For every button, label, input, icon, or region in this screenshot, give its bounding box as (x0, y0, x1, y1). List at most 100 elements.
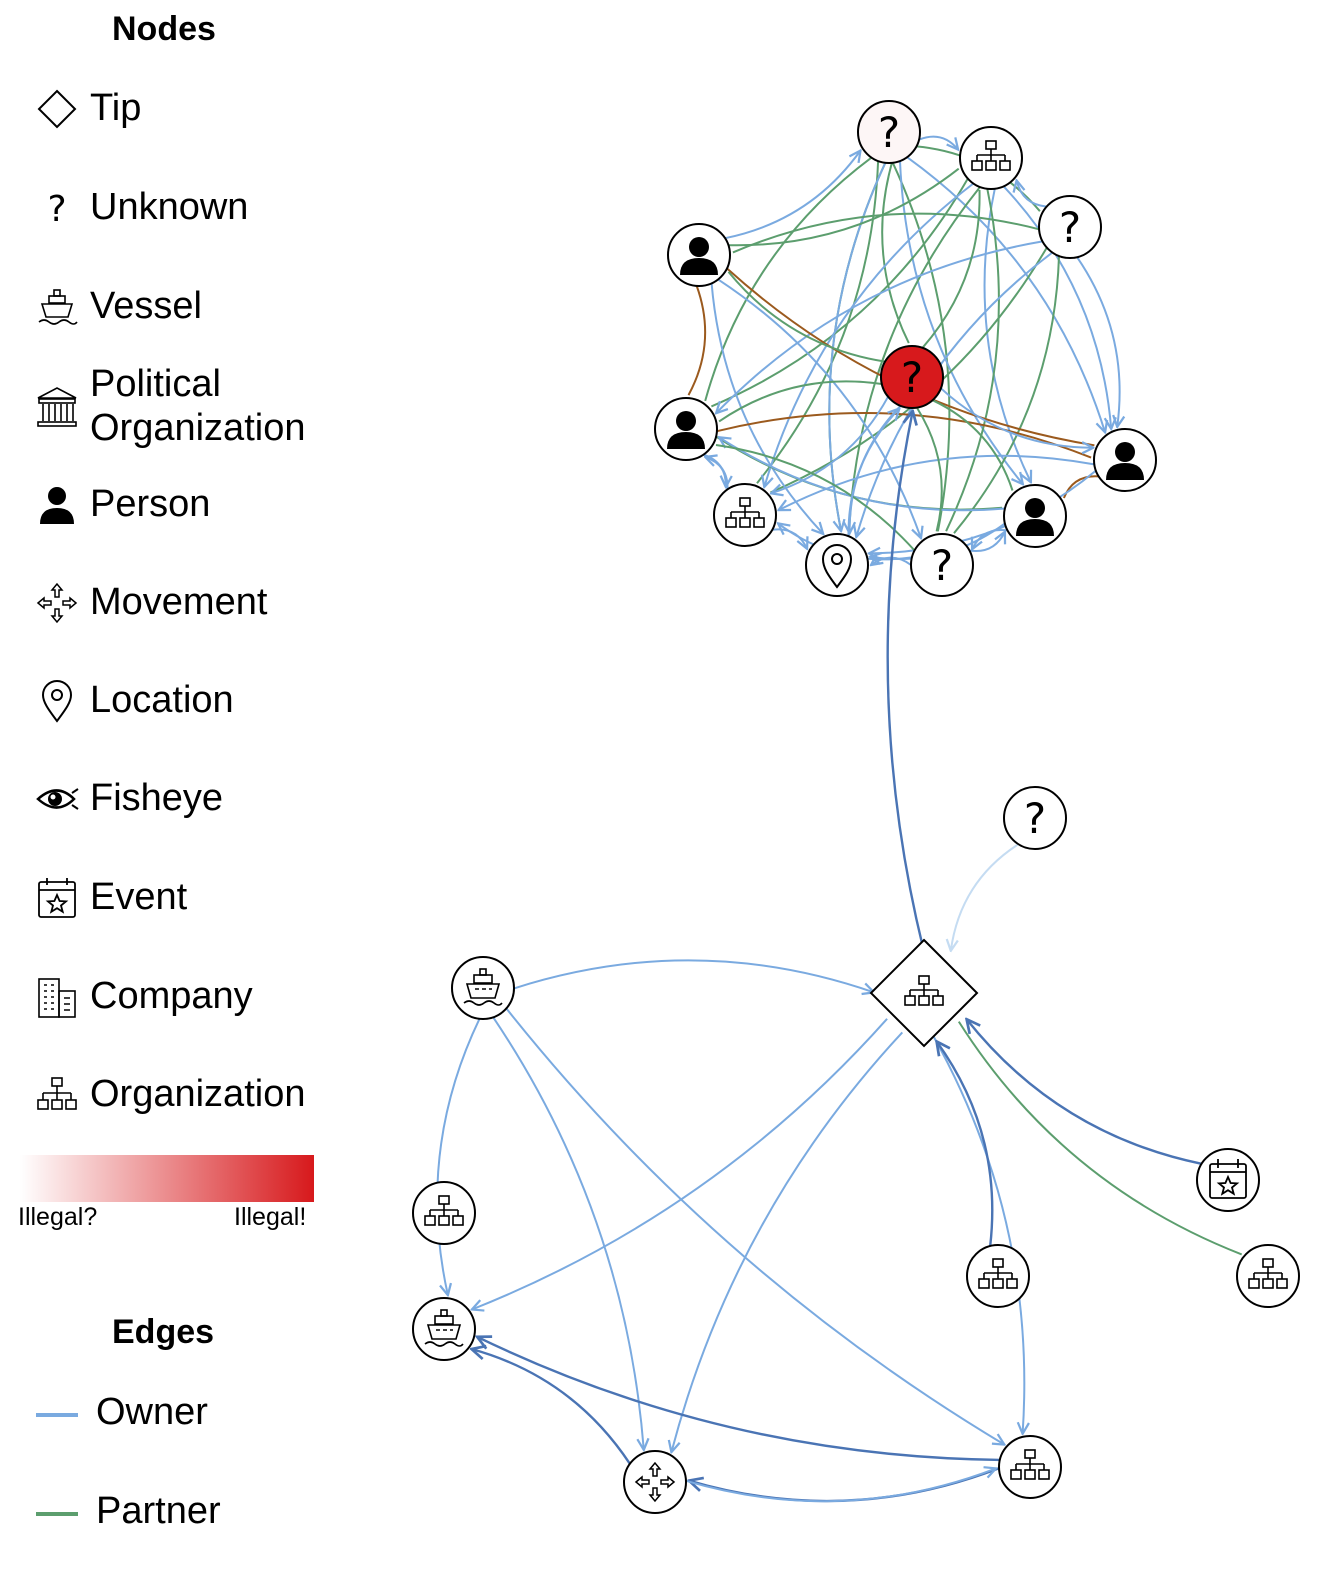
edge-owner-vessel_1-org_low[interactable] (505, 1007, 1004, 1444)
legend-label: Unknown (90, 186, 249, 228)
edge-owner-q_top-org_tr[interactable] (918, 135, 958, 150)
edge-owner-q_top-person_r[interactable] (906, 156, 1105, 432)
node-person-person_tl[interactable] (667, 223, 731, 287)
edge-owner-vessel_1-vessel_2[interactable] (436, 1018, 481, 1295)
edge-partner-q_top-person_l[interactable] (704, 156, 873, 402)
edge-partner-org_tr-person_l[interactable] (711, 178, 969, 408)
edge-partner-q_center-org_tr[interactable] (921, 189, 981, 349)
edge-owner-q_center-org_bl[interactable] (771, 396, 889, 494)
edge-owner-person_tl-loc[interactable] (710, 283, 824, 534)
legend-label: Tip (90, 87, 142, 129)
edge-owner-person_tl-q_bottom[interactable] (717, 278, 921, 538)
node-organization-org_far[interactable] (1236, 1244, 1300, 1308)
legend-item-fisheye: Fisheye (30, 776, 390, 836)
edge-owner-q_right-person_r[interactable] (1076, 256, 1120, 427)
legend-label: Location (90, 679, 234, 721)
edge-owner-org_bl-person_l[interactable] (705, 457, 729, 490)
edge-owner-move-org_low[interactable] (685, 1468, 996, 1503)
node-tip-tip[interactable] (869, 938, 979, 1048)
node-unknown-q_top[interactable]: ? (857, 100, 921, 164)
edge-partner-q_center-person_l[interactable] (718, 380, 882, 423)
nodes-layer: ????? (412, 100, 1300, 1514)
node-person-person_r[interactable] (1093, 428, 1157, 492)
edge-owner-vessel_1-tip[interactable] (513, 959, 874, 992)
node-unknown-q_center[interactable]: ? (880, 345, 944, 409)
edge-owner-tip-org_low[interactable] (932, 1036, 1025, 1434)
edge-owner_strong-org_mid-tip[interactable] (937, 1041, 994, 1247)
edge-owner-org_tr-org_bl[interactable] (764, 182, 975, 488)
node-movement-move[interactable] (623, 1450, 687, 1514)
node-unknown-q_lone[interactable]: ? (1003, 786, 1067, 850)
edge-owner-person_br-q_bottom[interactable] (972, 528, 1008, 549)
question-mark-icon: ? (901, 353, 923, 402)
edge-owner_strong-org_low-move[interactable] (689, 1467, 1000, 1503)
node-organization-org_iso[interactable] (412, 1181, 476, 1245)
edge-partner-org_tr-q_bottom[interactable] (945, 188, 1000, 532)
legend-label: Fisheye (90, 777, 224, 819)
edge-owner_strong-tip-q_center[interactable] (886, 411, 925, 949)
edge-partner-q_top-q_center[interactable] (881, 162, 910, 344)
edge-owner-q_top-person_br[interactable] (899, 160, 1023, 484)
legend-label: Partner (96, 1490, 221, 1532)
edge-owner-q_right-person_l[interactable] (716, 240, 1043, 413)
edge-owner-tip-vessel_2[interactable] (472, 1018, 888, 1310)
edge-partner-tip-org_far[interactable] (957, 1021, 1243, 1256)
edges-heading: Edges (112, 1313, 215, 1351)
node-organization-org_tr[interactable] (959, 126, 1023, 190)
node-circle (1038, 195, 1102, 259)
question-mark-icon: ? (878, 108, 900, 157)
node-vessel-vessel_1[interactable] (451, 956, 515, 1020)
edge-owner_strong-move-vessel_2[interactable] (472, 1349, 631, 1465)
edge-owner-q_center-person_r[interactable] (940, 387, 1093, 447)
edge-owner-org_tr-person_r[interactable] (1002, 185, 1112, 429)
node-organization-org_mid[interactable] (966, 1244, 1030, 1308)
edge-partner-q_right-q_bottom[interactable] (953, 255, 1060, 534)
node-vessel-vessel_2[interactable] (412, 1297, 476, 1361)
node-circle (451, 956, 515, 1020)
ship-icon (424, 1309, 464, 1347)
edge-family-person_r-person_br[interactable] (1062, 475, 1099, 499)
edge-owner-org_tr-person_br[interactable] (983, 188, 1031, 483)
node-person-person_l[interactable] (654, 397, 718, 461)
edge-owner-q_top-loc[interactable] (828, 162, 887, 531)
edge-owner-person_tl-q_top[interactable] (724, 151, 861, 240)
move-arrows-icon (634, 1461, 676, 1503)
legend-item-tip: Tip (30, 86, 390, 146)
node-unknown-q_bottom[interactable]: ? (910, 533, 974, 597)
edge-owner-q_bottom-person_br[interactable] (969, 532, 1005, 553)
illegal-low-label: Illegal? (18, 1203, 98, 1231)
location-pin-icon (821, 544, 853, 589)
edge-owner-org_bl-loc[interactable] (772, 528, 807, 548)
person-icon (680, 237, 718, 275)
edge-owner-vessel_1-move[interactable] (492, 1016, 644, 1450)
edge-owner_strong-event-tip[interactable] (967, 1019, 1202, 1165)
edge-owner-loc-q_center[interactable] (847, 409, 899, 537)
node-circle (880, 345, 944, 409)
edge-faint-q_lone-tip[interactable] (951, 843, 1019, 951)
edge-family-person_tl-person_l[interactable] (687, 285, 707, 396)
node-circle (412, 1297, 476, 1361)
edge-partner-q_top-q_bottom[interactable] (891, 162, 951, 532)
edge-partner-q_center-person_br[interactable] (932, 399, 1014, 491)
legend-item-political-organization: Political Organization (30, 362, 390, 449)
legend-label: Owner (96, 1391, 208, 1433)
node-location-loc[interactable] (805, 533, 869, 597)
node-organization-org_low[interactable] (998, 1435, 1062, 1499)
node-person-person_br[interactable] (1003, 484, 1067, 548)
edge-partner-q_top-org_bl[interactable] (756, 160, 880, 484)
question-mark-icon: ? (1024, 794, 1046, 843)
edge-partner-q_center-q_bottom[interactable] (916, 407, 943, 532)
edge-owner-tip-move[interactable] (671, 1031, 904, 1452)
edge-partner-org_tr-loc[interactable] (848, 186, 981, 534)
node-organization-org_bl[interactable] (713, 483, 777, 547)
node-unknown-q_right[interactable]: ? (1038, 195, 1102, 259)
edge-owner-person_br-person_l[interactable] (719, 437, 1005, 512)
legend-item-event: Event (30, 875, 390, 935)
edge-partner-person_tl-org_tr[interactable] (728, 167, 960, 247)
node-event-event[interactable] (1196, 1148, 1260, 1212)
edge-partner-q_center-person_tl[interactable] (727, 271, 886, 363)
edge-owner-person_r-org_bl[interactable] (779, 454, 1095, 510)
edge-owner-q_right-org_tr[interactable] (1017, 180, 1047, 208)
edge-owner_strong-org_low-vessel_2[interactable] (477, 1337, 1000, 1462)
